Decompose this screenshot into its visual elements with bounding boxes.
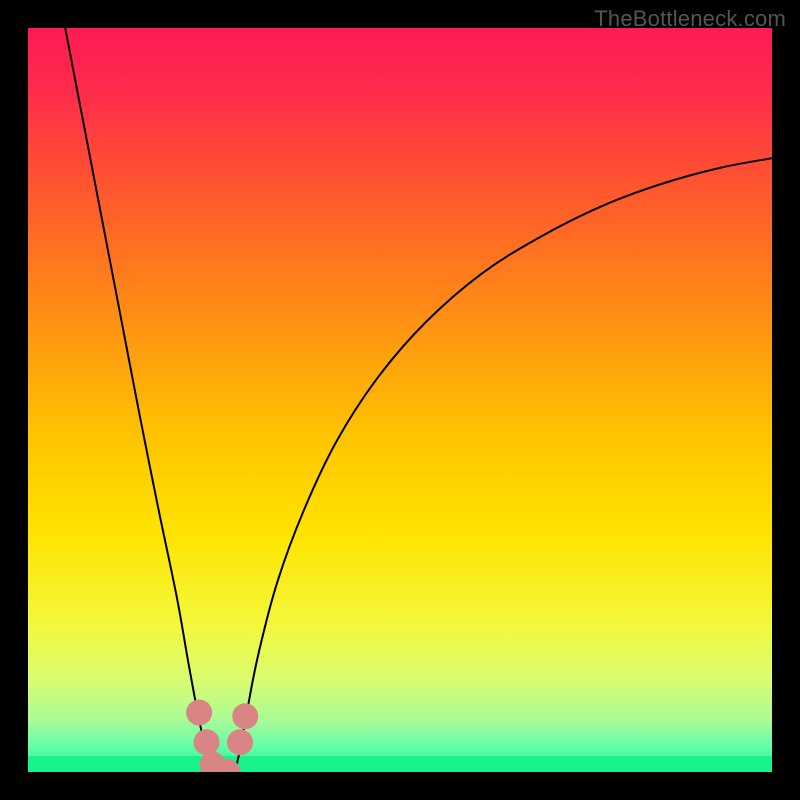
valley-marker [227,729,253,755]
valley-marker [186,699,212,725]
valley-marker [232,703,258,729]
bottom-green-band [28,756,772,772]
valley-marker [194,729,220,755]
chart-svg [0,0,800,800]
background-gradient [28,28,772,772]
bottleneck-chart: TheBottleneck.com [0,0,800,800]
watermark-text: TheBottleneck.com [594,6,786,32]
